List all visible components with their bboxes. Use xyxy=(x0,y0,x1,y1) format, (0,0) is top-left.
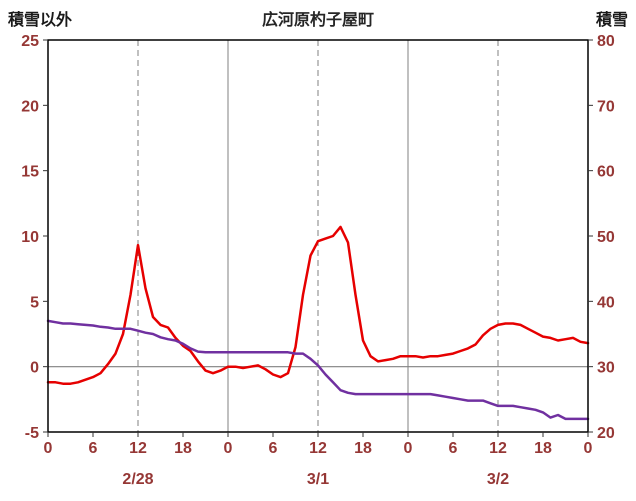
left-axis-tick-label: 15 xyxy=(21,164,39,181)
left-axis-tick-label: 25 xyxy=(21,33,39,50)
hour-tick-label: 0 xyxy=(224,440,233,457)
hour-tick-label: 0 xyxy=(404,440,413,457)
hour-tick-label: 6 xyxy=(449,440,458,457)
hour-tick-label: 18 xyxy=(534,440,552,457)
right-axis-tick-label: 70 xyxy=(597,98,615,115)
left-axis-tick-label: -5 xyxy=(25,425,39,442)
hour-tick-label: 12 xyxy=(129,440,147,457)
hour-tick-label: 0 xyxy=(584,440,593,457)
right-axis-title: 積雪 xyxy=(595,12,628,29)
left-axis-tick-label: 0 xyxy=(30,360,39,377)
left-axis-tick-label: 5 xyxy=(30,294,39,311)
hour-tick-label: 18 xyxy=(174,440,192,457)
series-line-non-snow xyxy=(46,225,590,385)
hour-tick-label: 6 xyxy=(269,440,278,457)
right-axis-tick-label: 80 xyxy=(597,33,615,50)
hour-tick-label: 12 xyxy=(489,440,507,457)
date-label: 2/28 xyxy=(122,471,153,488)
right-axis-tick-label: 20 xyxy=(597,425,615,442)
right-axis-tick-label: 50 xyxy=(597,229,615,246)
hour-tick-label: 12 xyxy=(309,440,327,457)
hour-tick-label: 0 xyxy=(44,440,53,457)
series-line-snow-depth xyxy=(46,319,590,421)
right-axis-tick-label: 60 xyxy=(597,164,615,181)
left-axis-tick-label: 20 xyxy=(21,98,39,115)
hour-tick-label: 6 xyxy=(89,440,98,457)
date-label: 3/2 xyxy=(487,471,509,488)
left-axis-title: 積雪以外 xyxy=(8,12,73,29)
date-label: 3/1 xyxy=(307,471,329,488)
hour-tick-label: 18 xyxy=(354,440,372,457)
chart-title: 広河原杓子屋町 xyxy=(261,12,374,29)
left-axis-tick-label: 10 xyxy=(21,229,39,246)
right-axis-tick-label: 40 xyxy=(597,294,615,311)
right-axis-tick-label: 30 xyxy=(597,360,615,377)
